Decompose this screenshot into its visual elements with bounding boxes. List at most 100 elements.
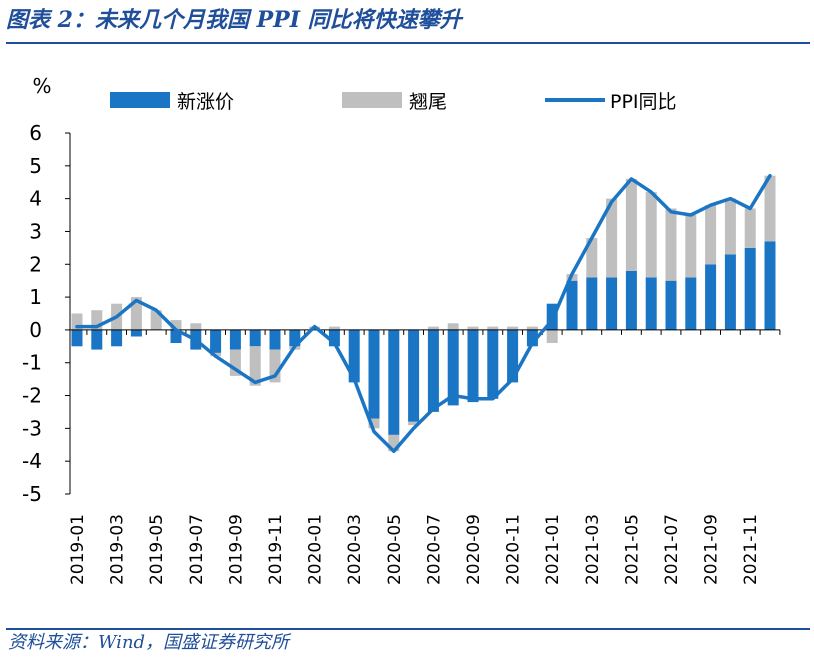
x-tick-label: 2019-09	[226, 514, 246, 585]
new-price-bar	[289, 329, 301, 347]
y-tick-label: -1	[22, 351, 42, 375]
new-price-bar	[705, 264, 717, 330]
y-tick-label: 3	[29, 219, 42, 243]
carryover-bar	[606, 198, 618, 278]
x-tick-label: 2020-03	[345, 514, 365, 585]
new-price-bar	[408, 329, 420, 422]
new-price-bar	[467, 329, 479, 403]
new-price-bar	[586, 277, 598, 330]
carryover-bar	[408, 421, 420, 426]
new-price-bar	[526, 329, 538, 347]
legend-swatch-new-price	[110, 92, 170, 108]
y-tick-label: -2	[22, 384, 42, 408]
carryover-bar	[705, 205, 717, 265]
carryover-bar	[91, 310, 103, 330]
legend-label-new-price: 新涨价	[177, 91, 234, 113]
carryover-bar	[467, 326, 479, 330]
carryover-bar	[328, 326, 340, 330]
legend-label-carryover: 翘尾	[409, 91, 447, 113]
new-price-bar	[427, 329, 439, 412]
carryover-bar	[150, 310, 162, 330]
axes-layer: 6 5 4 3 2 1 0 -1 -2 -3 -4 -5% 2019-01 2019-03 2019-05 2…	[22, 74, 781, 585]
ppi-yoy-line	[75, 173, 772, 454]
carryover-bar	[685, 215, 697, 278]
carryover-bar	[507, 326, 519, 330]
carryover-bar	[71, 313, 83, 330]
carryover-bar	[487, 326, 499, 330]
y-axis-unit: %	[32, 74, 51, 98]
new-price-bar	[91, 329, 103, 350]
carryover-bar	[368, 418, 380, 429]
y-tick-label: 1	[29, 285, 42, 309]
carryover-bar	[546, 329, 558, 343]
new-price-bar	[487, 329, 499, 399]
new-price-bar	[348, 329, 360, 383]
new-price-bar	[744, 247, 756, 330]
carryover-bar	[269, 349, 281, 383]
carryover-bar	[724, 198, 736, 255]
new-price-bar	[269, 329, 281, 350]
x-tick-label: 2020-07	[424, 514, 444, 585]
x-tick-label: 2019-11	[266, 514, 286, 585]
y-tick-label: -5	[22, 482, 42, 506]
carryover-bar	[586, 238, 598, 278]
x-tick-label: 2019-01	[68, 514, 88, 585]
y-tick-label: -4	[22, 449, 42, 473]
new-price-bar	[71, 329, 83, 347]
new-price-bar	[328, 329, 340, 347]
carryover-bar	[744, 208, 756, 248]
y-tick-label: -3	[22, 416, 42, 440]
new-price-bar	[764, 241, 776, 330]
x-tick-label: 2021-09	[702, 514, 722, 585]
y-tick-label: 0	[29, 318, 42, 342]
y-tick-label: 6	[29, 121, 42, 145]
x-tick-label: 2021-05	[622, 514, 642, 585]
new-price-bar	[130, 329, 142, 337]
carryover-bar	[645, 192, 657, 278]
source-note: 资料来源：Wind，国盛证券研究所	[8, 632, 290, 653]
x-tick-label: 2021-03	[583, 514, 603, 585]
new-price-bar	[388, 329, 400, 435]
new-price-bar	[368, 329, 380, 419]
new-price-bar	[447, 329, 459, 406]
new-price-bar	[249, 329, 261, 347]
carryover-bar	[526, 326, 538, 330]
new-price-bar	[665, 280, 677, 330]
legend-swatch-carryover	[342, 92, 402, 108]
x-tick-label: 2020-05	[385, 514, 405, 585]
new-price-bar	[229, 329, 241, 350]
new-price-bar	[170, 329, 182, 343]
new-price-bar	[210, 329, 222, 353]
y-tick-label: 5	[29, 154, 42, 178]
new-price-bar	[625, 270, 637, 330]
legend-label-ppi: PPI同比	[610, 91, 677, 113]
carryover-bar	[625, 178, 637, 271]
carryover-bar	[447, 323, 459, 330]
carryover-bar	[190, 323, 202, 330]
figure-title: 图表 2：未来几个月我国 PPI 同比将快速攀升	[6, 7, 462, 33]
new-price-bar	[606, 277, 618, 330]
x-tick-label: 2020-11	[504, 514, 524, 585]
x-tick-label: 2019-07	[187, 514, 207, 585]
legend: 新涨价 翘尾 PPI同比	[110, 91, 677, 113]
carryover-bar	[388, 434, 400, 452]
x-tick-label: 2021-01	[543, 514, 563, 585]
source-divider	[6, 628, 810, 630]
carryover-bar	[170, 320, 182, 330]
new-price-bar	[724, 254, 736, 330]
new-price-bar	[566, 280, 578, 330]
y-tick-label: 2	[29, 252, 42, 276]
carryover-bar	[427, 326, 439, 330]
new-price-bar	[507, 329, 519, 383]
new-price-bar	[645, 277, 657, 330]
carryover-bar	[229, 349, 241, 376]
x-tick-label: 2020-09	[464, 514, 484, 585]
x-tick-label: 2020-01	[306, 514, 326, 585]
bars-layer	[71, 175, 776, 452]
carryover-bar	[130, 297, 142, 330]
carryover-bar	[249, 346, 261, 386]
title-divider	[6, 42, 810, 44]
carryover-bar	[665, 208, 677, 281]
y-tick-label: 4	[29, 187, 42, 211]
